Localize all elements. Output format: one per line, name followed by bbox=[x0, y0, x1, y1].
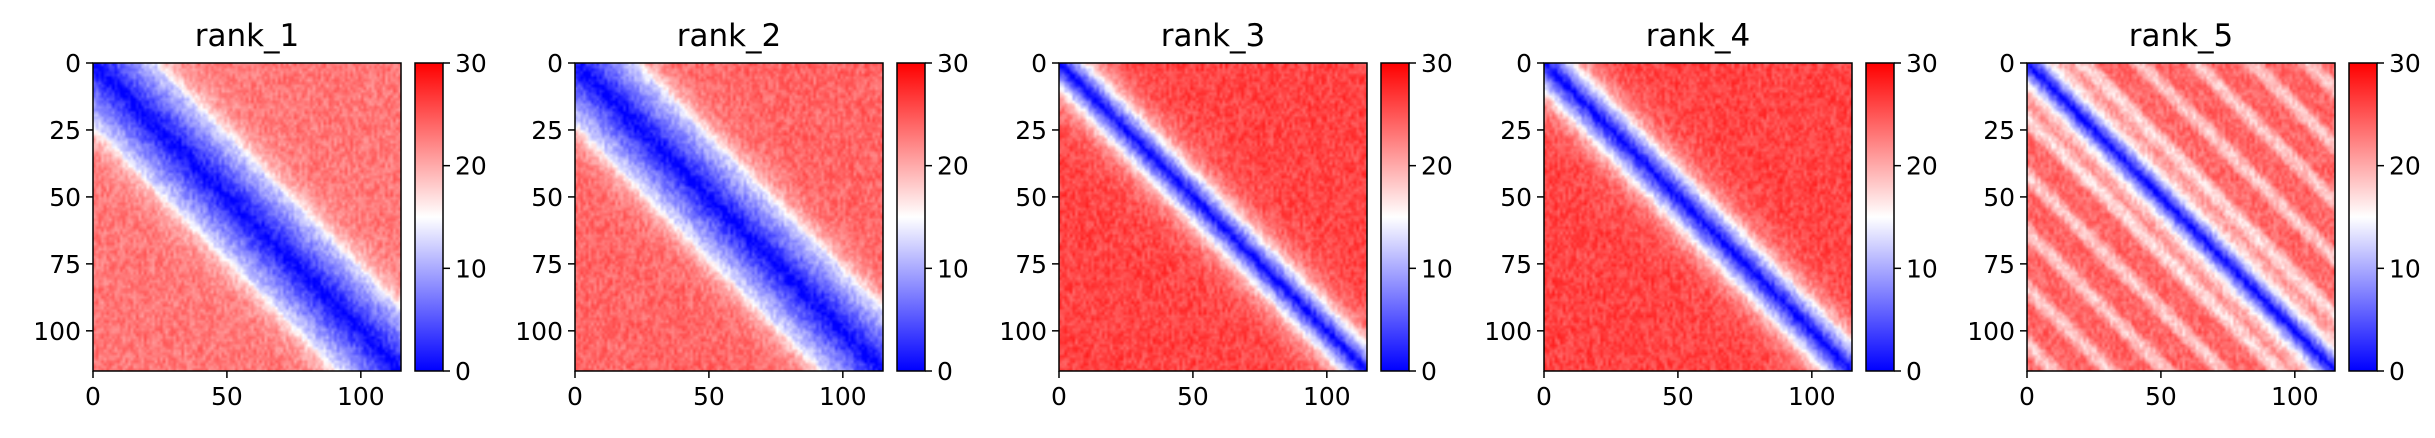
y-tick-label: 100 bbox=[1484, 317, 1532, 346]
y-tick-label: 75 bbox=[1500, 250, 1532, 279]
colorbar-tick-label: 10 bbox=[1906, 254, 1938, 283]
colorbar bbox=[2348, 62, 2378, 372]
colorbar-tick-label: 0 bbox=[937, 357, 953, 386]
y-tick-label: 100 bbox=[999, 317, 1047, 346]
y-tick-label: 0 bbox=[547, 49, 563, 78]
y-tick-label: 25 bbox=[1500, 116, 1532, 145]
colorbar bbox=[1380, 62, 1410, 372]
x-tick-label: 100 bbox=[819, 382, 867, 411]
x-tick-label: 100 bbox=[1303, 382, 1351, 411]
heatmap-image bbox=[575, 63, 883, 371]
heatmap-frame bbox=[1058, 62, 1368, 372]
x-tick-label: 0 bbox=[1051, 382, 1067, 411]
y-tick-label: 75 bbox=[531, 250, 563, 279]
x-tick-label: 50 bbox=[1662, 382, 1694, 411]
x-tick-label: 50 bbox=[211, 382, 243, 411]
colorbar-tick-label: 10 bbox=[937, 254, 969, 283]
y-tick-label: 25 bbox=[1983, 116, 2015, 145]
y-tick-label: 0 bbox=[1031, 49, 1047, 78]
colorbar-tick-label: 20 bbox=[937, 152, 969, 181]
y-tick-label: 50 bbox=[1500, 183, 1532, 212]
colorbar-tick-label: 30 bbox=[2389, 49, 2421, 78]
colorbar bbox=[1865, 62, 1895, 372]
y-tick-label: 50 bbox=[49, 183, 81, 212]
heatmap-panel-2: rank_2 0 50 100 0 25 50 75 100 0 10 20 30 bbox=[515, 18, 969, 411]
x-tick-label: 50 bbox=[2145, 382, 2177, 411]
colorbar-tick-label: 10 bbox=[2389, 254, 2421, 283]
colorbar-tick-label: 30 bbox=[937, 49, 969, 78]
y-tick-label: 0 bbox=[1516, 49, 1532, 78]
heatmap-panel-5: rank_5 0 50 100 0 25 50 75 100 0 10 20 30 bbox=[1967, 18, 2421, 411]
heatmap-frame bbox=[574, 62, 884, 372]
x-tick-label: 50 bbox=[1177, 382, 1209, 411]
colorbar bbox=[414, 62, 444, 372]
x-tick-label: 50 bbox=[693, 382, 725, 411]
colorbar-tick-label: 0 bbox=[455, 357, 471, 386]
heatmap-frame bbox=[2026, 62, 2336, 372]
heatmap-panel-3: rank_3 0 50 100 0 25 50 75 100 0 10 20 30 bbox=[999, 18, 1453, 411]
panel-title: rank_1 bbox=[195, 18, 300, 54]
heatmap-panel-4: rank_4 0 50 100 0 25 50 75 100 0 10 20 30 bbox=[1484, 18, 1938, 411]
y-tick-label: 50 bbox=[531, 183, 563, 212]
colorbar-tick-label: 0 bbox=[1421, 357, 1437, 386]
colorbar bbox=[896, 62, 926, 372]
colorbar-tick-label: 0 bbox=[2389, 357, 2405, 386]
y-tick-label: 0 bbox=[1999, 49, 2015, 78]
y-tick-label: 0 bbox=[65, 49, 81, 78]
heatmap-frame bbox=[1543, 62, 1853, 372]
heatmap-image bbox=[2027, 63, 2335, 371]
colorbar-tick-label: 20 bbox=[1421, 152, 1453, 181]
y-tick-label: 25 bbox=[1015, 116, 1047, 145]
y-tick-label: 25 bbox=[531, 116, 563, 145]
y-tick-label: 50 bbox=[1983, 183, 2015, 212]
y-tick-label: 25 bbox=[49, 116, 81, 145]
panel-title: rank_2 bbox=[677, 18, 782, 54]
y-tick-label: 50 bbox=[1015, 183, 1047, 212]
colorbar-tick-label: 20 bbox=[2389, 152, 2421, 181]
colorbar-tick-label: 20 bbox=[1906, 152, 1938, 181]
x-tick-label: 0 bbox=[2019, 382, 2035, 411]
x-tick-label: 100 bbox=[1788, 382, 1836, 411]
heatmap-panel-1: rank_1 0 50 100 0 25 50 75 100 0 10 20 30 bbox=[33, 18, 487, 411]
heatmap-image bbox=[1544, 63, 1852, 371]
heatmap-frame bbox=[92, 62, 402, 372]
colorbar-tick-label: 30 bbox=[1906, 49, 1938, 78]
y-tick-label: 100 bbox=[1967, 317, 2015, 346]
y-tick-label: 75 bbox=[49, 250, 81, 279]
panel-title: rank_5 bbox=[2129, 18, 2234, 54]
colorbar-tick-label: 0 bbox=[1906, 357, 1922, 386]
colorbar-tick-label: 10 bbox=[455, 254, 487, 283]
y-tick-label: 100 bbox=[515, 317, 563, 346]
colorbar-tick-label: 30 bbox=[455, 49, 487, 78]
colorbar-tick-label: 20 bbox=[455, 152, 487, 181]
x-tick-label: 0 bbox=[85, 382, 101, 411]
heatmap-image bbox=[93, 63, 401, 371]
y-tick-label: 75 bbox=[1015, 250, 1047, 279]
x-tick-label: 100 bbox=[2271, 382, 2319, 411]
x-tick-label: 0 bbox=[1536, 382, 1552, 411]
heatmap-image bbox=[1059, 63, 1367, 371]
x-tick-label: 100 bbox=[337, 382, 385, 411]
panel-title: rank_4 bbox=[1646, 18, 1751, 54]
y-tick-label: 75 bbox=[1983, 250, 2015, 279]
colorbar-tick-label: 10 bbox=[1421, 254, 1453, 283]
x-tick-label: 0 bbox=[567, 382, 583, 411]
colorbar-tick-label: 30 bbox=[1421, 49, 1453, 78]
panel-title: rank_3 bbox=[1161, 18, 1266, 54]
y-tick-label: 100 bbox=[33, 317, 81, 346]
